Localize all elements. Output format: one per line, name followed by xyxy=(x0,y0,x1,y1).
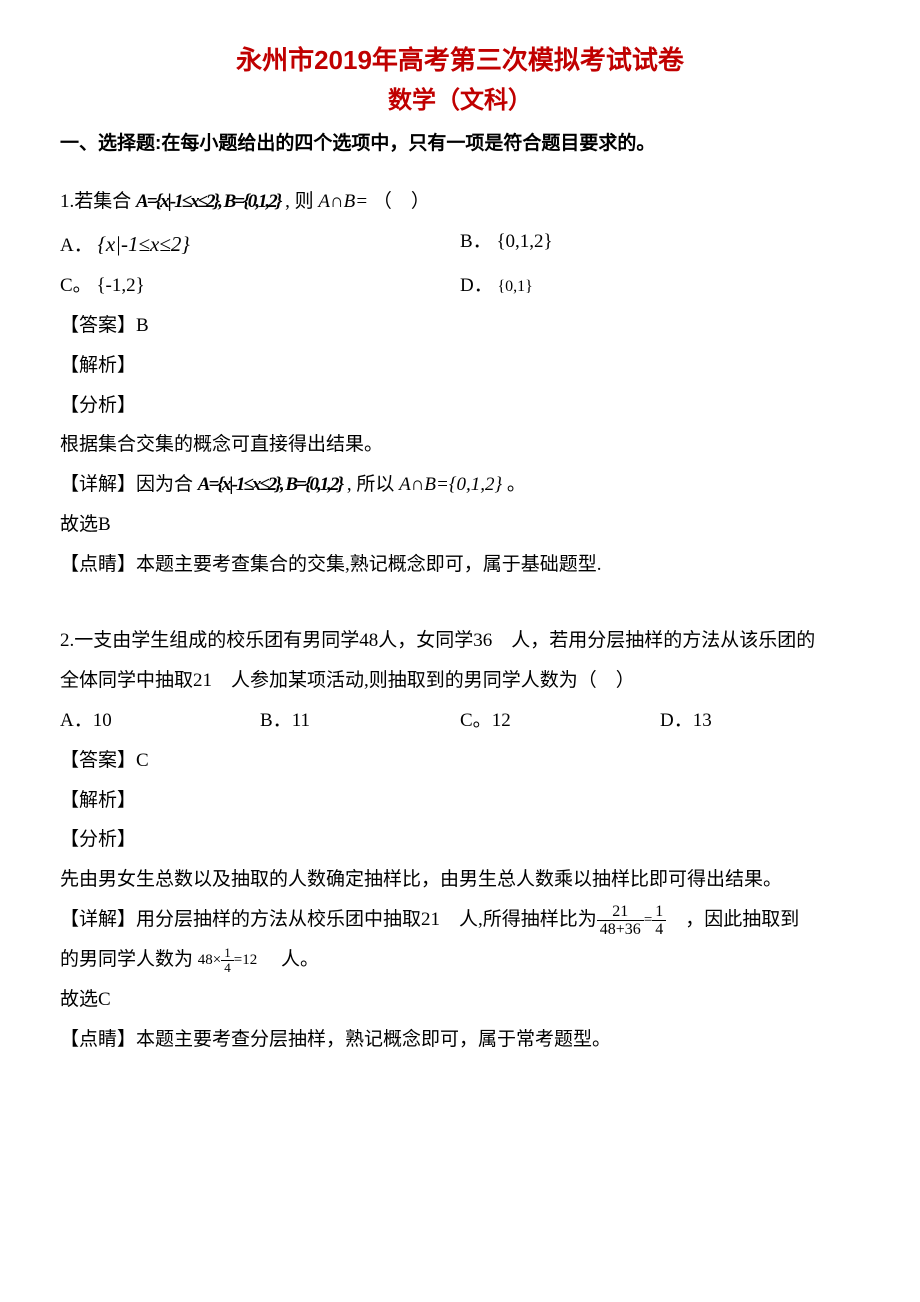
q2-dianjing: 【点睛】本题主要考查分层抽样，熟记概念即可，属于常考题型。 xyxy=(60,1020,860,1060)
q1-answer: 【答案】B xyxy=(60,306,860,346)
q2-frac1: 2148+36 xyxy=(597,903,644,939)
q2-48: 48 xyxy=(359,630,378,651)
q1-detail: 【详解】因为合 A={x|-1≤x≤2}, B={0,1,2} , 所以 A∩B… xyxy=(60,465,860,505)
q1-optA-val: {x|-1≤x≤2} xyxy=(97,232,189,256)
q2-frac1-num: 21 xyxy=(597,903,644,921)
q2-stem-e: 人参加某项活动,则抽取到的男同学人数为（ ） xyxy=(212,670,635,691)
q2-stem-d: 全体同学中抽取 xyxy=(60,670,193,691)
q2-detail-a: 【详解】用分层抽样的方法从校乐团中抽取 xyxy=(60,909,421,930)
q2-optD-label: D． xyxy=(660,710,693,731)
q1-stem-ab: A∩B= xyxy=(318,191,368,212)
q2-detail-line2: 的男同学人数为 48×14=12 人。 xyxy=(60,940,860,980)
q1-options-row2: C。 {-1,2} D． {0,1} xyxy=(60,266,860,306)
q2-optC-val: 12 xyxy=(492,710,511,731)
q1-dianjing: 【点睛】本题主要考查集合的交集,熟记概念即可，属于基础题型. xyxy=(60,545,860,585)
title-main: 永州市2019年高考第三次模拟考试试卷 xyxy=(60,40,860,82)
q2-optB-val: 11 xyxy=(292,710,310,731)
q2-detail-d: 的男同学人数为 xyxy=(60,949,193,970)
q2-stem-a: 2.一支由学生组成的校乐团有男同学 xyxy=(60,630,359,651)
q2-detail-b: 人,所得抽样比为 xyxy=(440,909,597,930)
q2-optB-label: B． xyxy=(260,710,292,731)
q2-frac1-den: 48+36 xyxy=(597,920,644,939)
q1-options-row1: A． {x|-1≤x≤2} B． {0,1,2} xyxy=(60,222,860,266)
section-header: 一、选择题:在每小题给出的四个选项中，只有一项是符合题目要求的。 xyxy=(60,124,860,164)
q2-fenxi: 【分析】 xyxy=(60,820,860,860)
q1-stem-suffix: , 则 xyxy=(285,191,314,212)
q2-fenxi-body: 先由男女生总数以及抽取的人数确定抽样比，由男生总人数乘以抽样比即可得出结果。 xyxy=(60,860,860,900)
q1-optB-val: {0,1,2} xyxy=(496,231,552,252)
q1-fenxi-body: 根据集合交集的概念可直接得出结果。 xyxy=(60,425,860,465)
q1-select: 故选B xyxy=(60,505,860,545)
q2-eq2-post: =12 xyxy=(234,952,257,968)
q2-detail-e: 人。 xyxy=(262,949,319,970)
q1-stem-prefix: 1.若集合 xyxy=(60,191,136,212)
q2-21: 21 xyxy=(193,670,212,691)
q2-jiexi: 【解析】 xyxy=(60,781,860,821)
q2-stem-line1: 2.一支由学生组成的校乐团有男同学48人，女同学36 人，若用分层抽样的方法从该… xyxy=(60,621,860,661)
q2-detail-c: ，因此抽取到 xyxy=(666,909,799,930)
q1-detail-res: A∩B={0,1,2} xyxy=(399,474,502,495)
q2-frac-eq: = xyxy=(644,912,652,928)
q2-optA-val: 10 xyxy=(93,710,112,731)
q1-detail-label: 【详解】因为合 xyxy=(60,474,198,495)
q2-eq2-num: 1 xyxy=(221,946,234,960)
q2-eq2-pre: 48× xyxy=(198,952,221,968)
q2-frac2-den: 4 xyxy=(652,920,666,939)
q2-optD-val: 13 xyxy=(693,710,712,731)
q2-36: 36 xyxy=(473,630,492,651)
q1-optD-label: D． xyxy=(460,275,493,296)
q1-optA-label: A． xyxy=(60,235,93,256)
q1-detail-mid: , 所以 xyxy=(347,474,399,495)
q2-answer: 【答案】C xyxy=(60,741,860,781)
q1-detail-math: A={x|-1≤x≤2}, B={0,1,2} xyxy=(198,474,342,495)
q2-select: 故选C xyxy=(60,980,860,1020)
q2-frac2-num: 1 xyxy=(652,903,666,921)
q1-optC-val: {-1,2} xyxy=(96,275,144,296)
q2-detail-line1: 【详解】用分层抽样的方法从校乐团中抽取21 人,所得抽样比为2148+36=14… xyxy=(60,900,860,940)
q2-stem-b: 人，女同学 xyxy=(378,630,473,651)
q2-detail-21: 21 xyxy=(421,909,440,930)
q1-optD-val: {0,1} xyxy=(497,278,532,295)
q1-stem-paren: （ ） xyxy=(373,191,430,212)
q2-eq2-den: 4 xyxy=(221,960,234,975)
q1-jiexi: 【解析】 xyxy=(60,346,860,386)
q2-stem-c: 人，若用分层抽样的方法从该乐团的 xyxy=(492,630,815,651)
q1-stem: 1.若集合 A={x|-1≤x≤2}, B={0,1,2} , 则 A∩B= （… xyxy=(60,182,860,222)
q2-optC-label: C。 xyxy=(460,710,492,731)
q1-fenxi: 【分析】 xyxy=(60,386,860,426)
q2-options: A．10 B．11 C。12 D．13 xyxy=(60,701,860,741)
q1-optB-label: B． xyxy=(460,231,492,252)
title-sub: 数学（文科） xyxy=(60,82,860,120)
q2-eq2-frac: 14 xyxy=(221,946,234,976)
q2-stem-line2: 全体同学中抽取21 人参加某项活动,则抽取到的男同学人数为（ ） xyxy=(60,661,860,701)
q1-detail-end: 。 xyxy=(507,474,526,495)
q2-frac2: 14 xyxy=(652,903,666,939)
q2-optA-label: A． xyxy=(60,710,93,731)
q1-optC-label: C。 xyxy=(60,275,92,296)
q1-stem-math: A={x|-1≤x≤2}, B={0,1,2} xyxy=(136,191,280,212)
